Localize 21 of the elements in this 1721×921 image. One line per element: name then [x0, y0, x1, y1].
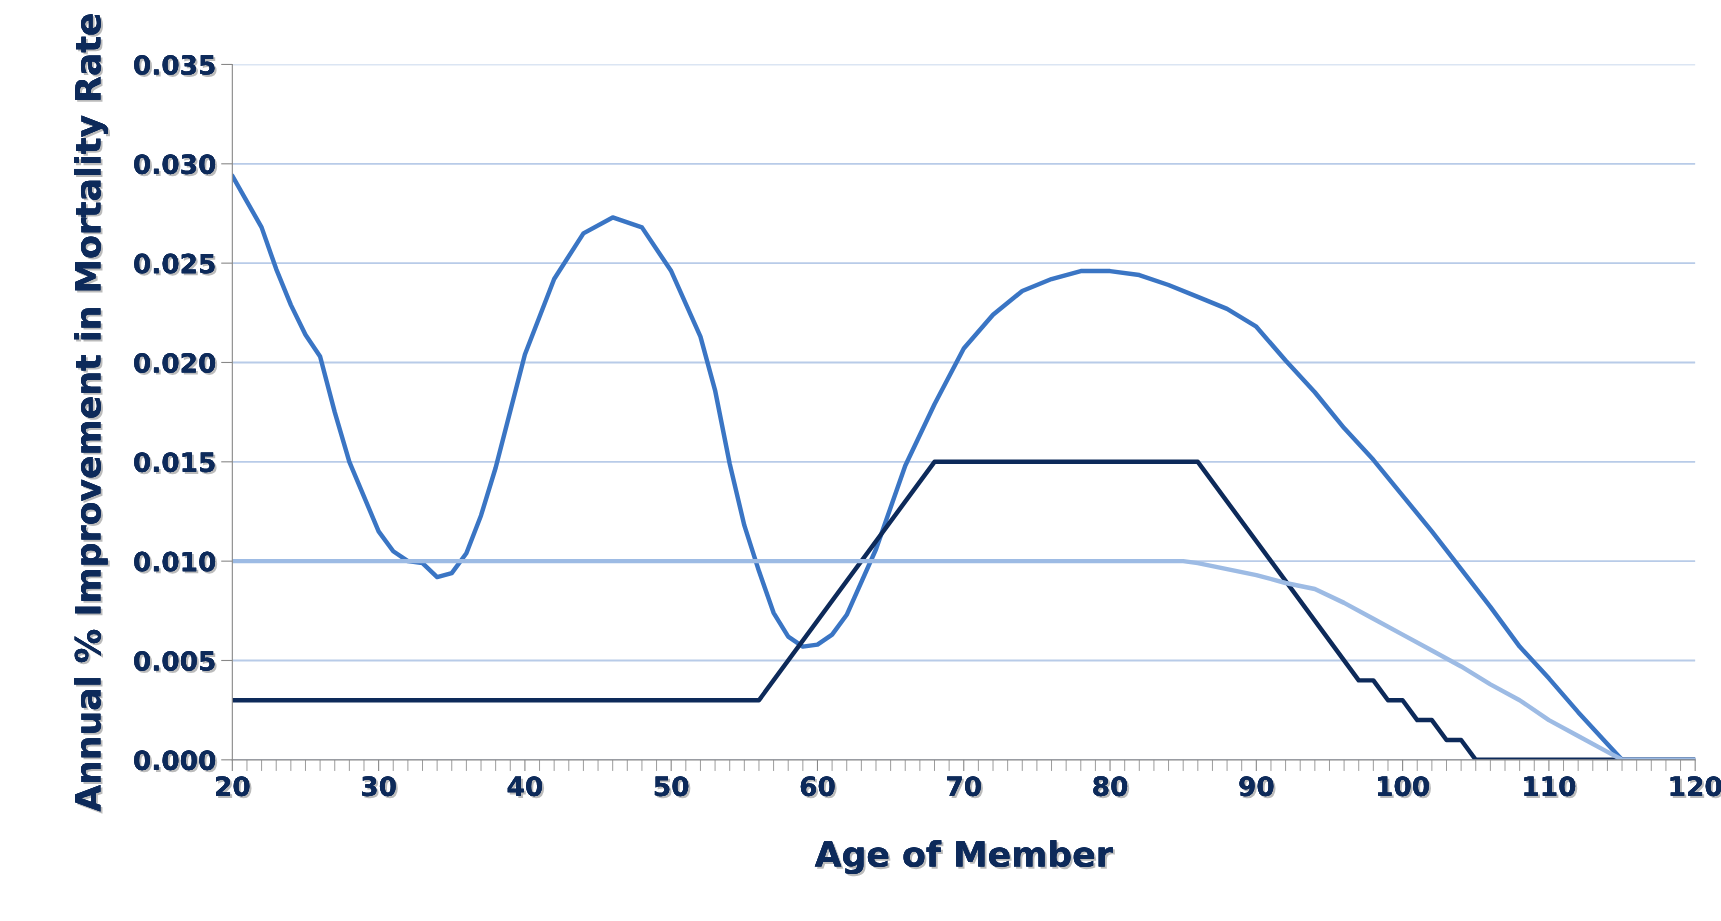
- x-tick-label: 70: [947, 776, 983, 799]
- y-axis-title: Annual % Improvement in Mortality Rate: [74, 14, 110, 814]
- x-tick-label: 40: [507, 776, 545, 799]
- x-tick-label: 120: [1670, 776, 1721, 799]
- y-tick-label: 0.020: [134, 352, 218, 375]
- y-tick-label: 0.035: [134, 54, 217, 77]
- x-tick-label: 60: [800, 776, 837, 799]
- x-tick-label: 80: [1093, 776, 1130, 799]
- x-axis-title: Age of Member: [814, 840, 1115, 877]
- y-tick-label: 0.010: [134, 551, 218, 574]
- x-tick-label: 30: [362, 776, 398, 799]
- x-tick-label: 20: [216, 776, 252, 799]
- y-tick-label: 0.000: [134, 750, 218, 773]
- y-tick-label: 0.030: [134, 154, 218, 177]
- y-tick-label: 0.025: [134, 253, 217, 276]
- y-tick-label: 0.005: [134, 650, 217, 673]
- x-tick-label: 100: [1378, 776, 1431, 799]
- x-tick-label: 90: [1239, 776, 1276, 799]
- x-tick-label: 50: [654, 776, 691, 799]
- y-tick-label: 0.015: [134, 452, 217, 475]
- x-tick-label: 110: [1524, 776, 1578, 799]
